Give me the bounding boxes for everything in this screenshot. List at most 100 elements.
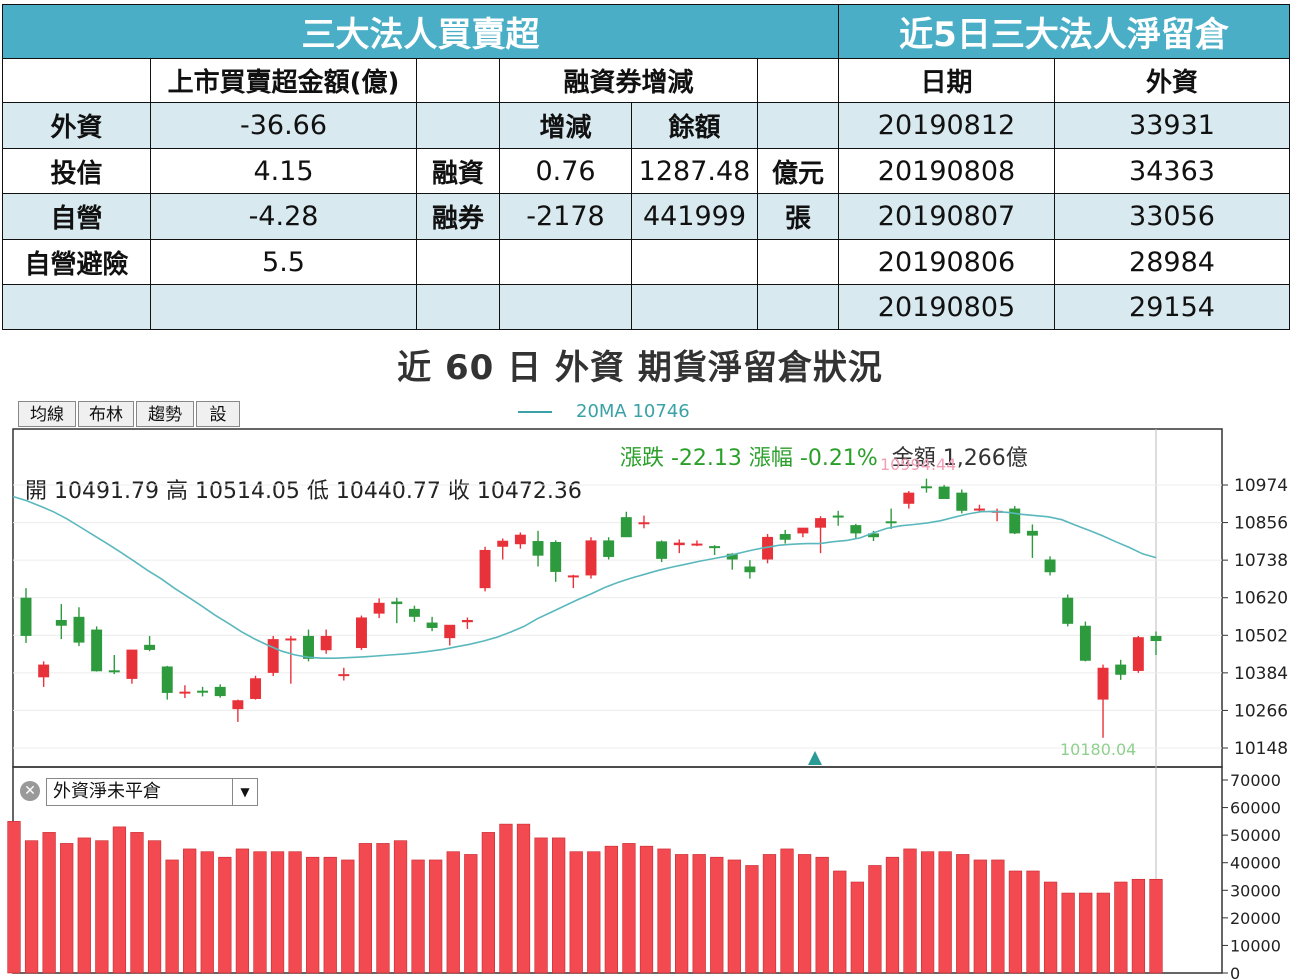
oi-bar <box>411 859 425 974</box>
candle-body <box>1079 625 1091 661</box>
candle-body <box>1044 559 1056 573</box>
candle-body <box>197 690 209 693</box>
price-tick-label: 10502 <box>1234 626 1288 646</box>
candle-body <box>479 549 491 589</box>
row-change: 0.76 <box>499 148 632 194</box>
candle-body <box>426 622 438 628</box>
oi-bar <box>464 854 478 974</box>
oi-bar <box>393 840 408 974</box>
oi-tick-label: 50000 <box>1230 826 1281 845</box>
candle-body <box>285 638 297 641</box>
row-mtype: 融資 <box>416 148 500 194</box>
oi-bar <box>657 848 671 974</box>
oi-bar <box>7 821 21 974</box>
candle-body <box>20 597 32 636</box>
candle-body <box>832 515 844 518</box>
oi-bar <box>60 843 74 974</box>
trend-button[interactable]: 趨勢 <box>136 401 194 427</box>
chevron-down-icon[interactable]: ▼ <box>232 779 257 805</box>
candle-body <box>638 522 650 525</box>
candle-body <box>920 486 932 489</box>
candle-body <box>726 553 738 560</box>
candle-body <box>38 664 50 678</box>
candle-body <box>108 670 120 673</box>
empty-cell <box>150 284 417 330</box>
oi-bar <box>218 856 232 974</box>
row-change: -2178 <box>499 193 632 240</box>
oi-bar <box>1061 892 1075 974</box>
oi-bar <box>762 854 777 974</box>
oi-bar <box>956 854 970 974</box>
candle-body <box>709 546 721 549</box>
high-annotation: 10994.44 <box>880 455 956 474</box>
candle-body <box>73 616 85 643</box>
ma-legend-swatch <box>518 411 552 413</box>
candle-body <box>762 536 774 560</box>
candle-body <box>232 700 244 710</box>
oi-bar <box>710 856 724 974</box>
oi-bar <box>833 870 847 974</box>
oi-bar <box>797 854 812 974</box>
trade-amount: 金額 1,266億 <box>891 446 1028 471</box>
candle-body <box>956 492 968 511</box>
candle-body <box>214 686 226 697</box>
oi-bar <box>112 826 127 974</box>
candle-body <box>850 525 862 534</box>
oi-bar <box>235 848 250 974</box>
candle-body <box>603 540 615 557</box>
ma-button[interactable]: 均線 <box>18 401 76 427</box>
header-date: 日期 <box>838 58 1055 103</box>
candle-body <box>691 543 703 546</box>
candle-body <box>1026 530 1038 536</box>
price-tick-label: 10266 <box>1234 701 1288 721</box>
oi-tick-label: 0 <box>1230 964 1240 979</box>
oi-bar <box>850 881 864 974</box>
candle-body <box>1062 597 1074 624</box>
oi-bar <box>183 848 197 974</box>
oi-bar <box>42 832 56 974</box>
candle-body <box>497 540 509 547</box>
oi-bar <box>727 859 741 974</box>
close-icon[interactable]: ✕ <box>20 781 40 801</box>
oi-bar <box>516 823 531 974</box>
oi-bar <box>1079 892 1093 974</box>
indicator-select[interactable]: 外資淨未平倉 ▼ <box>46 778 258 806</box>
settings-button[interactable]: 設 <box>196 401 240 427</box>
low-annotation: 10180.04 <box>1060 740 1136 759</box>
oi-tick-label: 60000 <box>1230 799 1281 818</box>
oi-tick-label: 20000 <box>1230 909 1281 928</box>
oi-bar <box>639 845 654 974</box>
row-foreign: 29154 <box>1053 284 1291 330</box>
candle-body <box>550 541 562 572</box>
candle-body <box>938 486 950 500</box>
row-balance: 1287.48 <box>631 148 758 194</box>
candle-body <box>1009 508 1021 534</box>
row-balance: 441999 <box>631 193 758 240</box>
oi-bar <box>24 840 39 974</box>
candle-body <box>373 602 385 614</box>
oi-bar <box>692 854 706 974</box>
row-unit: 億元 <box>756 148 840 194</box>
indicator-select-value: 外資淨未平倉 <box>53 781 161 802</box>
row-mtype: 融券 <box>416 193 500 240</box>
price-tick-label: 10856 <box>1234 514 1288 534</box>
row-amount: -36.66 <box>150 102 417 149</box>
row-date: 20190808 <box>838 148 1055 194</box>
candle-body <box>338 674 350 677</box>
row-mtype <box>416 239 500 285</box>
oi-bar <box>973 859 987 974</box>
candle-body <box>673 542 685 546</box>
oi-bar <box>745 865 759 974</box>
oi-tick-label: 40000 <box>1230 854 1281 873</box>
ohlc-info: 開 10491.79 高 10514.05 低 10440.77 收 10472… <box>25 479 582 504</box>
oi-bar <box>1096 892 1110 974</box>
row-amount: -4.28 <box>150 193 417 240</box>
row-date: 20190807 <box>838 193 1055 240</box>
oi-bar <box>481 832 495 974</box>
candle-body <box>567 575 579 578</box>
oi-bar <box>815 856 829 974</box>
row-date: 20190806 <box>838 239 1055 285</box>
bollinger-button[interactable]: 布林 <box>78 401 134 427</box>
row-date: 20190805 <box>838 284 1055 330</box>
